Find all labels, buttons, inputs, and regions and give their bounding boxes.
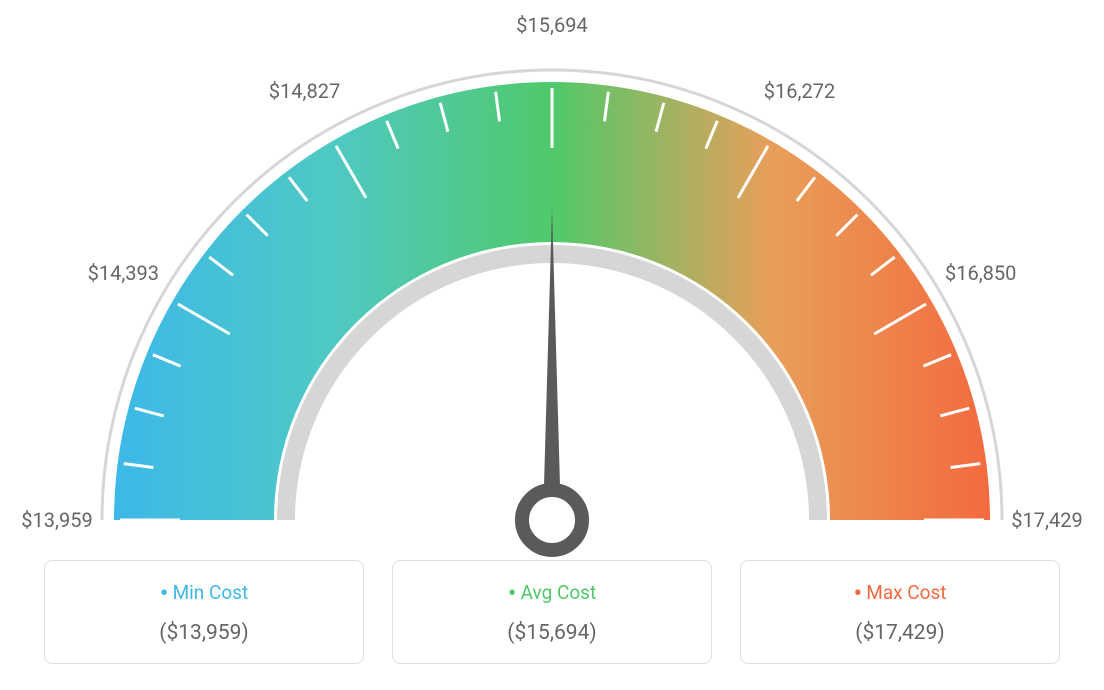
legend-card-max: •Max Cost ($17,429) — [740, 560, 1060, 664]
gauge-tick-label: $16,850 — [945, 261, 1016, 285]
gauge-svg — [0, 0, 1104, 560]
legend-title-text: Min Cost — [173, 581, 249, 604]
gauge-tick-label: $14,827 — [269, 79, 340, 103]
gauge-tick-label: $15,694 — [516, 13, 587, 37]
legend-row: •Min Cost ($13,959) •Avg Cost ($15,694) … — [0, 560, 1104, 664]
dot-icon: • — [160, 579, 169, 609]
gauge-tick-label: $16,272 — [764, 79, 835, 103]
gauge-chart: $13,959 $14,393 $14,827 $15,694 $16,272 $16,8… — [0, 0, 1104, 560]
legend-title-text: Max Cost — [866, 581, 946, 604]
legend-title-min: •Min Cost — [45, 579, 363, 609]
dot-icon: • — [508, 579, 517, 609]
legend-title-text: Avg Cost — [521, 581, 597, 604]
legend-value-avg: ($15,694) — [393, 621, 711, 645]
legend-card-min: •Min Cost ($13,959) — [44, 560, 364, 664]
legend-value-min: ($13,959) — [45, 621, 363, 645]
legend-title-max: •Max Cost — [741, 579, 1059, 609]
dot-icon: • — [853, 579, 862, 609]
gauge-tick-label: $13,959 — [21, 508, 92, 532]
legend-value-max: ($17,429) — [741, 621, 1059, 645]
legend-title-avg: •Avg Cost — [393, 579, 711, 609]
gauge-tick-label: $17,429 — [1011, 508, 1082, 532]
legend-card-avg: •Avg Cost ($15,694) — [392, 560, 712, 664]
gauge-tick-label: $14,393 — [88, 261, 159, 285]
